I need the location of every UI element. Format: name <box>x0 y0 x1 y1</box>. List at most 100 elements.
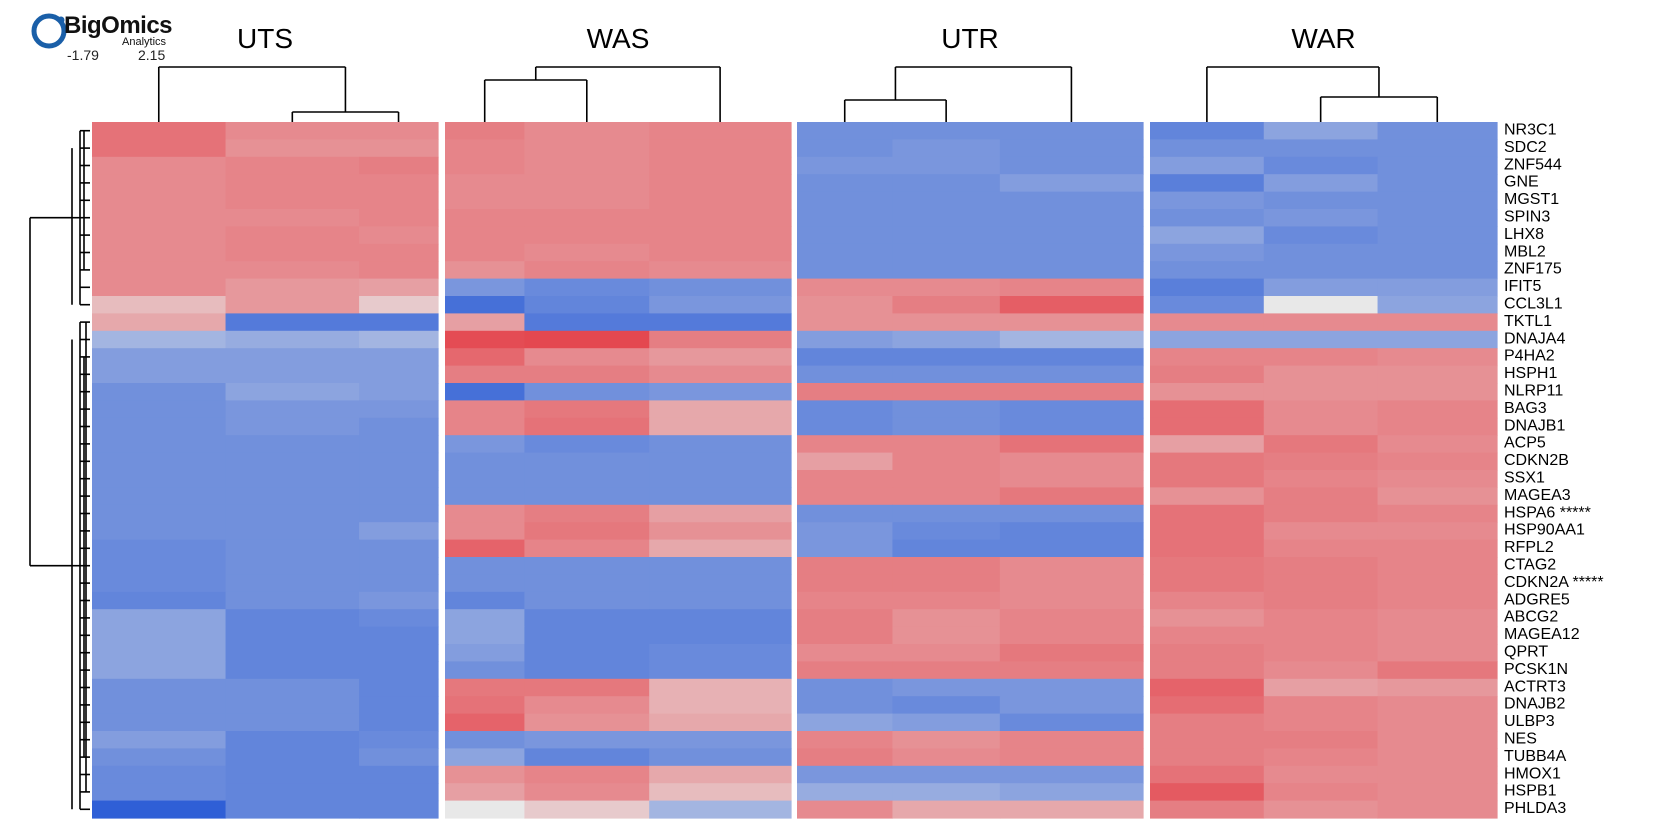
heatmap-cell <box>892 435 1001 454</box>
heatmap-cell <box>797 539 894 558</box>
heatmap-cell <box>1263 765 1379 784</box>
heatmap-cell <box>445 156 526 175</box>
heatmap-cell <box>1263 209 1379 227</box>
logo-brand: BigOmics <box>64 12 173 39</box>
heatmap-cell <box>892 522 1001 541</box>
heatmap-cell <box>225 731 360 749</box>
heatmap-cell <box>1263 487 1379 506</box>
heatmap-cell <box>1263 243 1379 262</box>
heatmap-cell <box>445 539 526 558</box>
heatmap-cell <box>649 504 792 523</box>
heatmap-cell <box>92 539 227 558</box>
gene-label: RFPL2 <box>1504 539 1554 556</box>
heatmap-cell <box>649 591 792 610</box>
heatmap-cell <box>1263 626 1379 645</box>
heatmap-cell <box>445 731 526 749</box>
heatmap-cell <box>1150 591 1265 610</box>
heatmap-cell <box>445 713 526 732</box>
heatmap-cell <box>524 435 650 454</box>
heatmap-cell <box>1377 452 1498 471</box>
heatmap-cell <box>999 765 1144 784</box>
scale-min-label: -1.79 <box>67 47 99 63</box>
heatmap-cell <box>1377 191 1498 210</box>
gene-label: HSP90AA1 <box>1504 522 1585 539</box>
heatmap-cell <box>797 243 894 262</box>
heatmap-cell <box>359 504 439 523</box>
heatmap-cell <box>359 174 439 193</box>
heatmap-cell <box>999 452 1144 471</box>
heatmap-cell <box>1150 313 1265 332</box>
heatmap-cell <box>649 122 792 140</box>
heatmap-cell <box>1263 522 1379 541</box>
gene-label: HSPA6 ***** <box>1504 504 1591 521</box>
heatmap-cell <box>359 609 439 628</box>
heatmap-cell <box>359 522 439 541</box>
gene-label: NR3C1 <box>1504 122 1557 139</box>
heatmap-cell <box>92 504 227 523</box>
heatmap-cell <box>524 313 650 332</box>
heatmap-cell <box>1263 261 1379 280</box>
heatmap-cell <box>892 748 1001 767</box>
heatmap-cell <box>1150 261 1265 280</box>
heatmap-cell <box>892 470 1001 488</box>
heatmap-cell <box>524 783 650 802</box>
gene-label: ZNF175 <box>1504 261 1562 278</box>
heatmap-cell <box>1377 348 1498 367</box>
heatmap-cell <box>999 504 1144 523</box>
heatmap-cell <box>649 156 792 175</box>
heatmap-cell <box>445 783 526 802</box>
heatmap-cell <box>797 748 894 767</box>
gene-label: MAGEA3 <box>1504 487 1571 504</box>
heatmap-cell <box>892 678 1001 697</box>
heatmap-cell <box>359 731 439 749</box>
column-dendrograms <box>92 66 1497 127</box>
heatmap-cell <box>524 539 650 558</box>
heatmap-cell <box>92 574 227 593</box>
heatmap-cell <box>1377 713 1498 732</box>
heatmap-cell <box>999 748 1144 767</box>
heatmap-cell <box>999 574 1144 593</box>
heatmap-cell <box>797 122 894 140</box>
heatmap-cell <box>999 487 1144 506</box>
heatmap-cell <box>892 783 1001 802</box>
heatmap-cell <box>797 174 894 193</box>
heatmap-cell <box>524 626 650 645</box>
heatmap-cell <box>524 574 650 593</box>
heatmap-cell <box>649 174 792 193</box>
heatmap-cell <box>999 626 1144 645</box>
heatmap-cell <box>999 365 1144 384</box>
heatmap-cell <box>524 365 650 384</box>
heatmap-cell <box>359 383 439 401</box>
heatmap-cell <box>1377 731 1498 749</box>
heatmap-cell <box>797 522 894 541</box>
heatmap-cell <box>1150 678 1265 697</box>
heatmap-cell <box>1150 296 1265 314</box>
heatmap-cell <box>1263 609 1379 628</box>
heatmap-cell <box>797 226 894 245</box>
heatmap-cell <box>524 661 650 680</box>
gene-label: HMOX1 <box>1504 765 1561 782</box>
heatmap-cell <box>999 296 1144 314</box>
heatmap-cell <box>92 644 227 662</box>
heatmap-cell <box>225 557 360 575</box>
heatmap-cell <box>649 470 792 488</box>
heatmap-cell <box>225 313 360 332</box>
heatmap-cell <box>999 330 1144 349</box>
heatmap-cell <box>797 365 894 384</box>
heatmap-cell <box>225 539 360 558</box>
heatmap-cell <box>892 731 1001 749</box>
heatmap-cell <box>359 365 439 384</box>
scale-max-label: 2.15 <box>138 47 166 63</box>
heatmap-cell <box>999 191 1144 210</box>
gene-label: ACP5 <box>1504 435 1546 452</box>
heatmap-cell <box>524 417 650 436</box>
heatmap-cell <box>225 383 360 401</box>
heatmap-cell <box>999 713 1144 732</box>
heatmap-cell <box>225 296 360 314</box>
heatmap-cell <box>524 609 650 628</box>
heatmap-cell <box>1150 661 1265 680</box>
heatmap-cell <box>445 243 526 262</box>
heatmap-cell <box>1263 226 1379 245</box>
heatmap-cell <box>999 139 1144 158</box>
